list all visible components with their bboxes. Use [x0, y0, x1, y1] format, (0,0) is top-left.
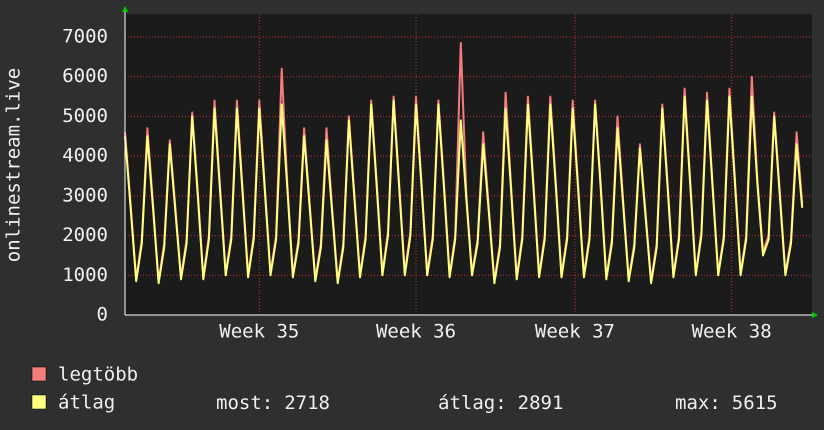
- stat-label: átlag:: [438, 392, 507, 414]
- plot-area: [125, 14, 812, 315]
- stat-value: 2718: [284, 392, 330, 414]
- y-arrow: [122, 6, 128, 12]
- y-tick-label: 5000: [62, 105, 108, 127]
- y-tick-label: 6000: [62, 65, 108, 87]
- stat: átlag: 2891: [438, 392, 563, 414]
- x-tick-label: Week 38: [692, 321, 772, 343]
- y-tick-label: 1000: [62, 264, 108, 286]
- stat-label: most:: [216, 392, 273, 414]
- series-line: [124, 95, 804, 285]
- stat: max: 5615: [675, 392, 778, 414]
- y-axis-label: onlinestream.live: [3, 68, 25, 262]
- y-tick-label: 2000: [62, 224, 108, 246]
- legend-label: átlag: [58, 392, 115, 414]
- legend-swatch: [31, 366, 47, 382]
- stat: most: 2718: [216, 392, 330, 414]
- y-tick-label: 7000: [62, 26, 108, 48]
- x-arrow: [812, 312, 818, 318]
- legend-label: legtöbb: [58, 364, 138, 386]
- y-tick-label: 4000: [62, 145, 108, 167]
- x-tick-label: Week 36: [376, 321, 456, 343]
- y-tick-label: 3000: [62, 184, 108, 206]
- legend-swatch: [31, 394, 47, 410]
- x-tick-label: Week 37: [535, 321, 615, 343]
- stat-value: 5615: [732, 392, 778, 414]
- stat-value: 2891: [518, 392, 564, 414]
- y-tick-label: 0: [97, 304, 108, 326]
- x-tick-label: Week 35: [219, 321, 299, 343]
- stat-label: max:: [675, 392, 721, 414]
